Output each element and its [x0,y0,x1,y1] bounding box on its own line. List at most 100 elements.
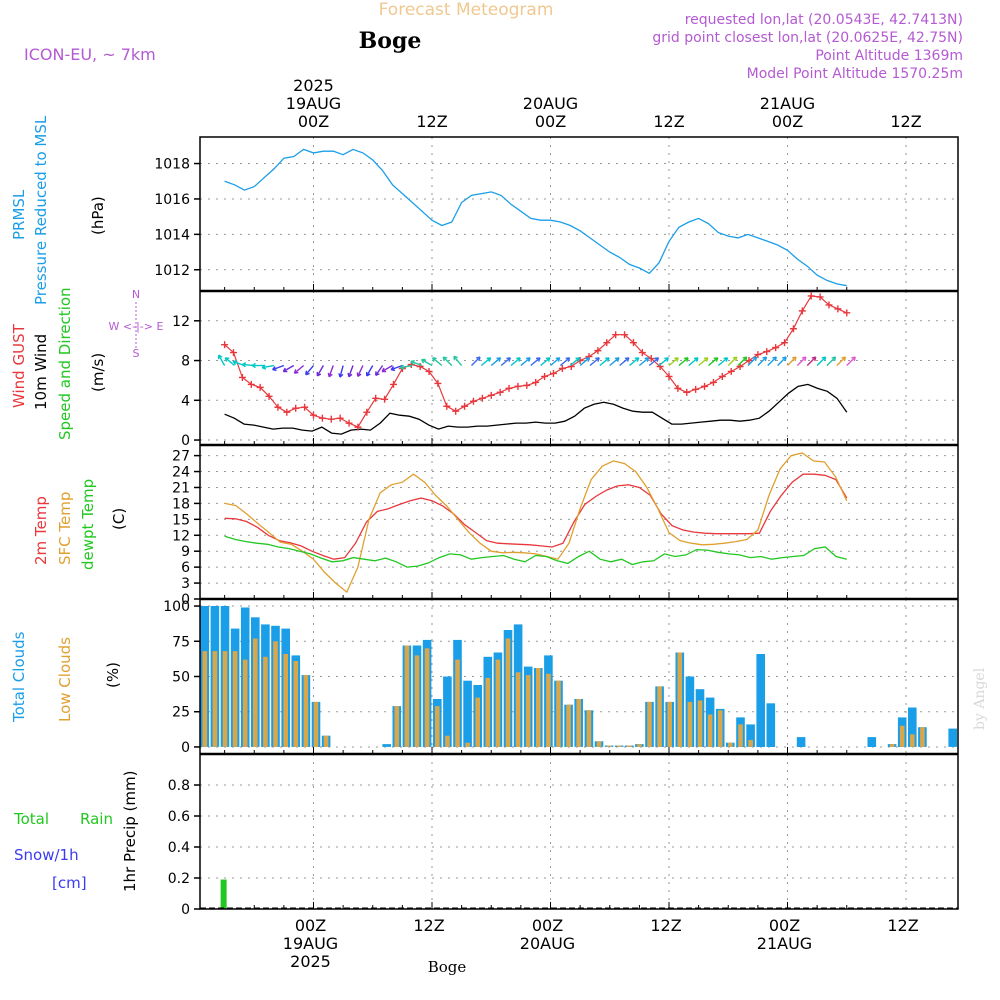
gust-marker [834,305,842,313]
time-label-bottom: 20AUG [520,934,575,953]
wind-arrow [579,357,590,367]
time-label-bottom: 00Z [769,916,800,935]
wind-arrow [717,357,729,367]
wind-arrow [316,365,324,377]
low-cloud-bar [687,701,693,747]
time-label-top: 00Z [298,112,329,131]
low-cloud-bar [677,652,683,747]
time-label-top: 19AUG [286,94,341,113]
low-cloud-bar [303,675,309,747]
wind-arrow [365,365,374,377]
gust-marker [265,392,273,400]
total-cloud-bar [908,707,917,747]
time-label-top: 21AUG [760,94,815,113]
y-tick-label: 0 [181,740,190,756]
low-cloud-bar [546,673,551,747]
gust-marker [425,367,433,375]
wind-arrow [471,356,481,367]
y-tick-label: 100 [163,599,190,615]
gust-marker [469,397,477,405]
low-cloud-bar [576,699,581,747]
gust-marker [230,349,238,357]
wind-arrow [282,364,295,373]
wind-arrow [747,356,758,367]
wind-arrow [520,357,531,367]
gust-marker [745,357,753,365]
wind-arrow [737,356,748,367]
compass-s: S [133,347,140,360]
total-cloud-bar [948,728,957,747]
pressure-unit: (hPa) [89,196,107,235]
gust-marker [336,414,344,422]
wind-arrow [727,356,738,367]
y-tick-label: 1018 [154,157,190,173]
snow-unit: [cm] [52,874,87,892]
y-tick-label: 1016 [154,192,190,208]
low-cloud-bar [667,701,672,747]
wind-arrow [251,362,265,369]
gust-marker [683,388,691,396]
wind-arrow [550,357,561,367]
gust-marker [354,423,362,431]
wind-arrow [490,357,502,367]
low-cloud-bar [273,641,278,747]
total-cloud-bar [766,703,776,747]
low-cloud-bar [505,638,511,747]
wind-arrow [381,364,393,373]
wind-arrow [658,357,669,367]
y-tick-label: 4 [181,393,190,409]
low-cloud-bar [424,648,430,747]
sfc-temp-label: SFC Temp [56,492,74,565]
low-cloud-bar [920,727,925,747]
y-tick-label: 24 [172,465,190,481]
t2m-line [224,473,848,560]
low-cloud-bar [232,651,238,747]
wind-arrow [399,364,413,370]
wind-arrow [589,357,600,367]
gust-marker [798,307,806,315]
dewpt-line [224,535,847,568]
wind-dir-label: Speed and Direction [56,287,74,440]
chart-frame [199,136,959,910]
gust-marker [247,380,255,388]
low-cloud-bar [748,739,753,747]
y-tick-label: 12 [172,314,190,330]
low-cloud-bar [455,659,460,747]
wind-arrow [390,364,403,372]
credit: by Angel [972,667,988,730]
time-label-top: 12Z [416,112,447,131]
gust-marker [612,331,620,339]
panel-0 [194,137,958,291]
gust-marker [327,415,335,423]
gust-marker [549,369,557,377]
temp-label: 2m Temp [32,496,50,565]
time-label-top: 12Z [890,112,921,131]
wind-arrow [619,357,630,367]
gust-marker [301,403,309,411]
wind-arrow [375,365,384,376]
y-tick-label: 15 [172,512,190,528]
low-cloud-bar [717,710,723,747]
precip-total-label: Total [13,810,49,828]
wind-arrow [757,356,768,367]
total-cloud-bar [796,737,806,747]
low-cloud-bar [414,655,420,747]
wind-label: 10m Wind [32,334,50,410]
low-cloud-bar [253,638,258,747]
location-title: Boge [359,28,422,54]
time-label-top: 12Z [653,112,684,131]
y-tick-label: 18 [172,496,190,512]
gust-marker [674,384,682,392]
wind-arrow [638,357,650,367]
low-cloud-bar [910,734,915,747]
low-cloud-bar [293,661,299,747]
gust-marker [256,383,264,391]
wind-arrow [708,357,719,367]
gust-marker [541,372,549,380]
snow-label: Snow/1h [14,846,79,864]
total-clouds-label: Total Clouds [10,631,28,723]
gust-marker [727,367,735,375]
pressure-line [224,148,847,287]
sfc-temp-line [224,452,848,594]
wind-arrow [347,365,354,378]
